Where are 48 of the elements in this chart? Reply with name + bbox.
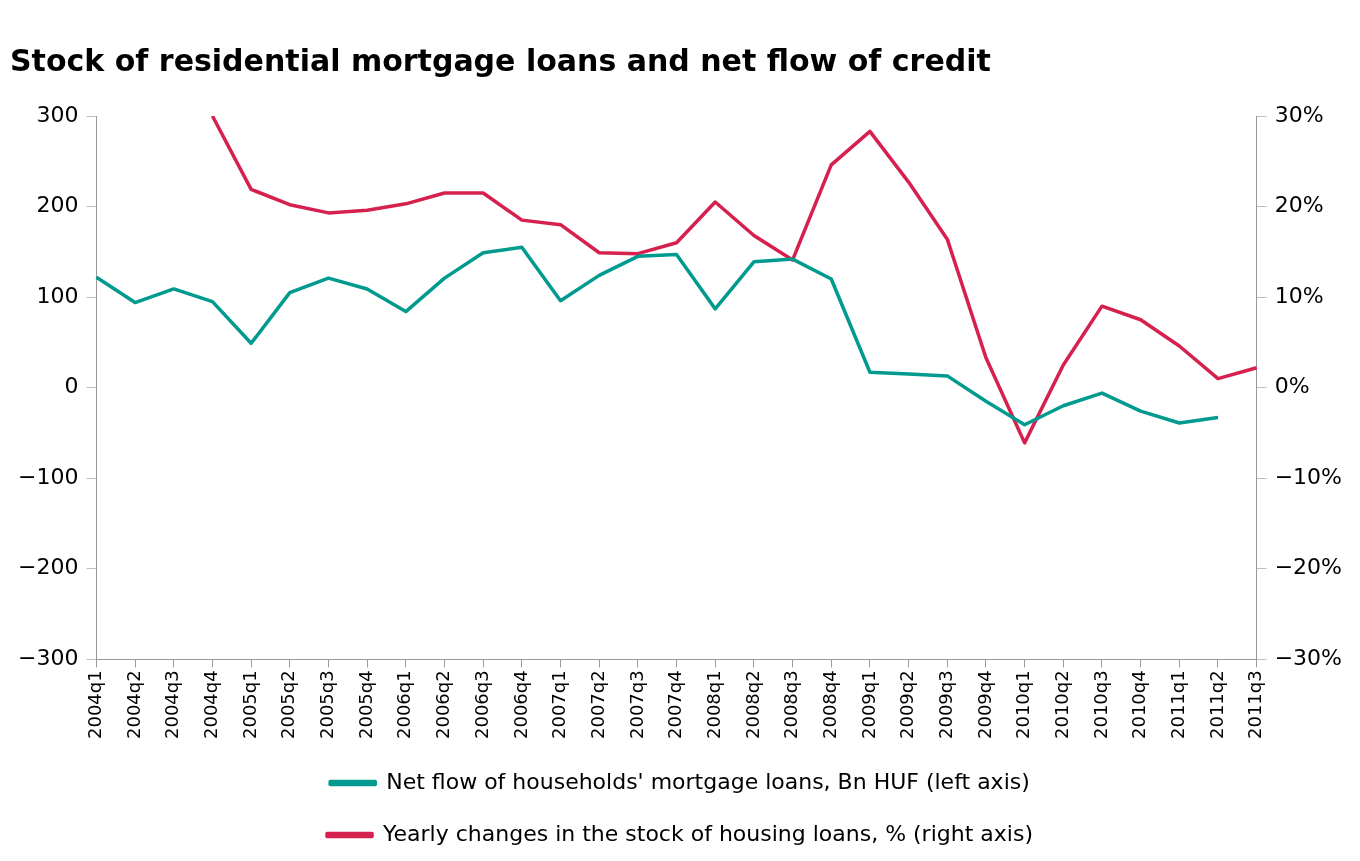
chart-title: Stock of residential mortgage loans and net flow of credit bbox=[10, 42, 991, 78]
y-tick-label: 0 bbox=[64, 373, 79, 399]
x-tick-label: 2007q2 bbox=[586, 670, 608, 739]
y-tick-label: 200 bbox=[36, 192, 79, 218]
y2-tick-label: −20% bbox=[1274, 554, 1343, 580]
x-tick-label: 2010q3 bbox=[1089, 670, 1111, 739]
x-tick-label: 2009q2 bbox=[896, 670, 918, 739]
legend-label: Net flow of households' mortgage loans, Bn HUF (left axis) bbox=[386, 768, 1030, 794]
x-tick-label: 2009q4 bbox=[973, 670, 995, 739]
x-tick-label: 2006q4 bbox=[509, 670, 531, 739]
x-tick-label: 2009q3 bbox=[934, 670, 956, 739]
y2-tick-label: 20% bbox=[1274, 192, 1324, 218]
x-tick-label: 2005q3 bbox=[316, 670, 338, 739]
x-tick-label: 2004q4 bbox=[200, 670, 222, 739]
y2-tick-label: −10% bbox=[1274, 463, 1343, 489]
x-tick-label: 2008q1 bbox=[702, 670, 724, 739]
legend-label: Yearly changes in the stock of housing loans, % (right axis) bbox=[382, 820, 1033, 846]
x-tick-label: 2009q1 bbox=[857, 670, 879, 739]
y2-tick-label: 0% bbox=[1274, 373, 1310, 399]
x-tick-label: 2007q1 bbox=[548, 670, 570, 739]
x-tick-label: 2004q1 bbox=[84, 670, 106, 739]
x-tick-label: 2005q1 bbox=[238, 670, 260, 739]
x-tick-label: 2008q4 bbox=[818, 670, 840, 739]
x-tick-label: 2004q3 bbox=[161, 670, 183, 739]
x-tick-label: 2008q2 bbox=[741, 670, 763, 739]
x-tick-label: 2006q2 bbox=[432, 670, 454, 739]
x-tick-label: 2010q4 bbox=[1128, 670, 1150, 739]
x-tick-label: 2011q2 bbox=[1205, 670, 1227, 739]
x-tick-label: 2004q2 bbox=[122, 670, 144, 739]
y2-tick-label: 30% bbox=[1274, 101, 1324, 127]
y2-tick-label: 10% bbox=[1274, 282, 1324, 308]
x-tick-label: 2010q1 bbox=[1012, 670, 1034, 739]
x-tick-label: 2011q3 bbox=[1244, 670, 1266, 739]
y-tick-label: −200 bbox=[17, 554, 79, 580]
x-tick-label: 2006q1 bbox=[393, 670, 415, 739]
y-tick-label: 100 bbox=[36, 282, 79, 308]
y-tick-label: −100 bbox=[17, 463, 79, 489]
y-tick-label: 300 bbox=[36, 101, 79, 127]
x-tick-label: 2010q2 bbox=[1050, 670, 1072, 739]
y2-tick-label: −30% bbox=[1274, 645, 1343, 671]
y-tick-label: −300 bbox=[17, 645, 79, 671]
x-tick-label: 2005q4 bbox=[354, 670, 376, 739]
x-tick-label: 2011q1 bbox=[1166, 670, 1188, 739]
x-tick-label: 2007q3 bbox=[625, 670, 647, 739]
x-tick-label: 2008q3 bbox=[780, 670, 802, 739]
x-tick-label: 2005q2 bbox=[277, 670, 299, 739]
x-tick-label: 2007q4 bbox=[664, 670, 686, 739]
x-tick-label: 2006q3 bbox=[470, 670, 492, 739]
